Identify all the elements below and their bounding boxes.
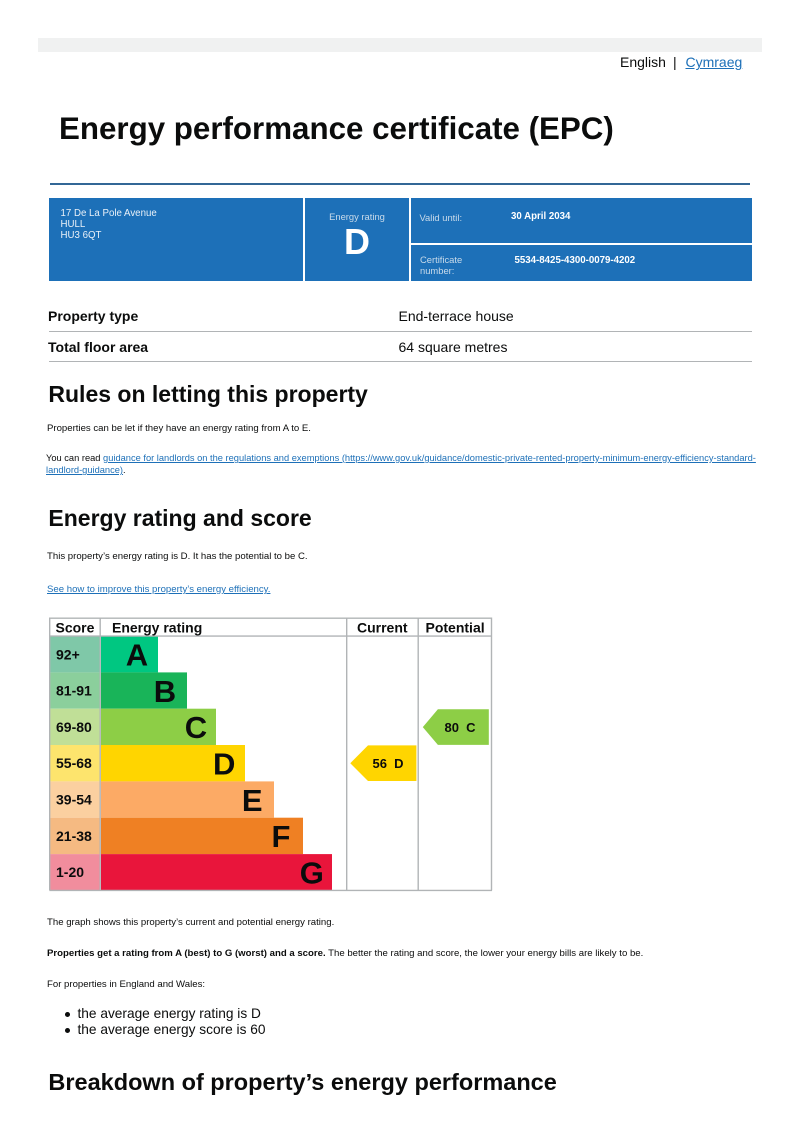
svg-text:A: A xyxy=(126,638,148,673)
svg-text:69-80: 69-80 xyxy=(56,719,92,735)
svg-text:Potential: Potential xyxy=(426,620,485,636)
svg-text:39-54: 39-54 xyxy=(56,792,92,808)
svg-text:C: C xyxy=(185,710,207,745)
svg-text:E: E xyxy=(242,783,263,818)
svg-text:81-91: 81-91 xyxy=(56,683,92,699)
svg-text:Current: Current xyxy=(357,620,408,636)
svg-text:Score: Score xyxy=(56,620,95,636)
svg-text:92+: 92+ xyxy=(56,646,80,662)
svg-text:F: F xyxy=(272,819,291,854)
svg-text:80 C: 80 C xyxy=(445,720,477,735)
svg-text:D: D xyxy=(213,747,235,782)
svg-text:Energy rating: Energy rating xyxy=(112,620,202,636)
svg-text:56 D: 56 D xyxy=(373,756,404,771)
svg-text:55-68: 55-68 xyxy=(56,755,92,771)
svg-text:1-20: 1-20 xyxy=(56,864,84,880)
svg-text:G: G xyxy=(300,856,324,891)
svg-text:21-38: 21-38 xyxy=(56,828,92,844)
svg-text:B: B xyxy=(154,674,176,709)
